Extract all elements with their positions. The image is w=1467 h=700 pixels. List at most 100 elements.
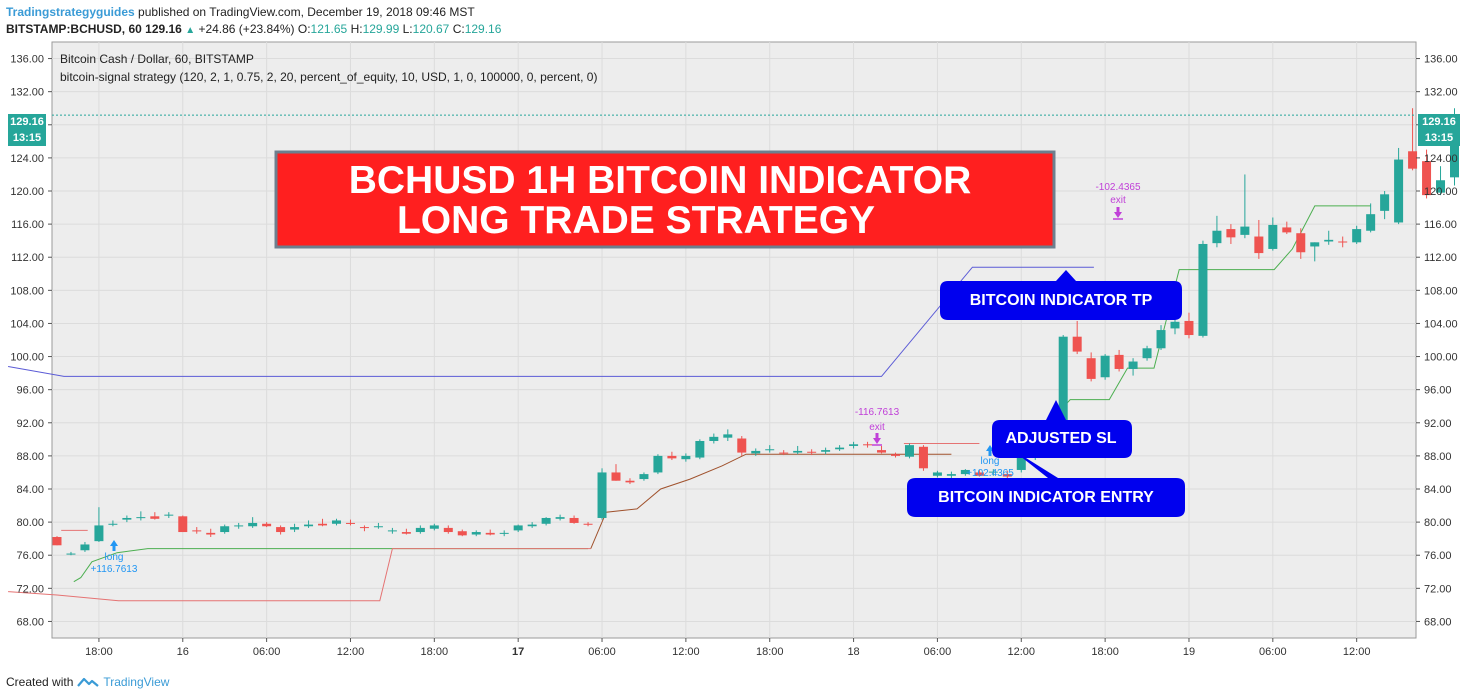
symbol-label: BITSTAMP:BCHUSD, 60 xyxy=(6,22,142,36)
signal-value: +102.4365 xyxy=(966,468,1014,479)
candle-body xyxy=(1170,321,1180,329)
x-tick-label: 06:00 xyxy=(253,646,281,658)
publisher-name[interactable]: Tradingstrategyguides xyxy=(6,5,135,19)
x-tick-label: 17 xyxy=(512,646,524,658)
price-axis-right[interactable]: 68.00 72.00 76.00 80.00 84.00 88.00 92.00 96.00… xyxy=(1416,54,1458,629)
change-label: +24.86 (+23.84%) xyxy=(198,22,295,36)
candle-body xyxy=(234,525,244,527)
signal-long-2: long +102.4365 xyxy=(966,445,1014,479)
time-axis[interactable]: 18:00 16 06:00 12:00 18:00 17 06:00 12:00 18:00 1… xyxy=(85,638,1370,658)
y-tick-label: 80.00 xyxy=(1424,517,1452,529)
callout-entry-text: BITCOIN INDICATOR ENTRY xyxy=(938,489,1154,506)
candle-body xyxy=(639,474,649,480)
chart-header: Tradingstrategyguides published on Tradi… xyxy=(6,4,501,39)
strategy-legend[interactable]: bitcoin-signal strategy (120, 2, 1, 0.75… xyxy=(60,70,597,84)
candle-body xyxy=(569,517,579,523)
tradingview-brand[interactable]: TradingView xyxy=(103,675,170,689)
signal-label: -116.7613 xyxy=(855,407,900,418)
high-label: H: xyxy=(350,22,363,36)
candle-body xyxy=(94,525,104,542)
x-tick-label: 12:00 xyxy=(672,646,700,658)
candle-body xyxy=(513,525,523,531)
price-chart[interactable]: 68.00 72.00 76.00 80.00 84.00 88.00 92.00 96.00… xyxy=(0,0,1467,670)
y-tick-label: 108.00 xyxy=(1424,285,1458,297)
time-badge-text: 13:15 xyxy=(13,132,41,144)
candle-body xyxy=(66,553,76,555)
candle-body xyxy=(290,527,300,530)
last-price-badge-left: 129.16 13:15 xyxy=(8,114,46,146)
y-tick-label: 92.00 xyxy=(16,418,44,430)
candle-body xyxy=(541,517,551,524)
candle-body xyxy=(1184,320,1194,336)
price-axis-left[interactable]: 68.00 72.00 76.00 80.00 84.00 88.00 92.00 96.00… xyxy=(10,54,52,629)
y-tick-label: 72.00 xyxy=(16,583,44,595)
candle-body xyxy=(1226,229,1236,238)
callout-sl-text: ADJUSTED SL xyxy=(1005,430,1116,447)
candle-body xyxy=(220,526,230,533)
candle-body xyxy=(974,472,984,476)
published-text: published on TradingView.com, December 1… xyxy=(138,5,475,19)
candle-body xyxy=(345,522,355,524)
candle-body xyxy=(695,440,705,458)
low-value: 120.67 xyxy=(412,22,450,36)
signal-exit-text: exit xyxy=(1110,195,1126,206)
y-tick-label: 112.00 xyxy=(1424,252,1457,264)
x-tick-label: 18:00 xyxy=(85,646,113,658)
last-price-label: 129.16 xyxy=(145,22,182,36)
candle-body xyxy=(1002,474,1012,477)
candle-body xyxy=(373,526,383,528)
candle-body xyxy=(821,450,831,452)
candle-body xyxy=(1016,455,1026,470)
candle-body xyxy=(108,523,118,525)
candle-body xyxy=(192,530,202,532)
x-tick-label: 12:00 xyxy=(1343,646,1371,658)
callout-tp-text: BITCOIN INDICATOR TP xyxy=(970,292,1153,309)
y-tick-label: 120.00 xyxy=(1424,186,1458,198)
signal-label: long xyxy=(105,552,124,563)
candle-body xyxy=(206,532,216,535)
candle-body xyxy=(52,537,62,546)
candle-body xyxy=(359,527,369,529)
candle-body xyxy=(304,524,314,527)
candle-body xyxy=(136,517,146,519)
candle-body xyxy=(276,527,286,533)
signal-exit-text: exit xyxy=(869,422,885,433)
signal-label: long xyxy=(981,456,1000,467)
y-tick-label: 124.00 xyxy=(1424,153,1458,165)
price-badge-text-right: 129.16 xyxy=(1422,116,1456,128)
callout-entry: BITCOIN INDICATOR ENTRY xyxy=(907,448,1185,517)
candle-body xyxy=(723,434,733,438)
y-tick-label: 112.00 xyxy=(11,252,44,264)
callout-sl: ADJUSTED SL xyxy=(992,400,1132,458)
candle-body xyxy=(1324,239,1334,242)
exit-arrow-icon xyxy=(873,433,881,444)
y-tick-label: 68.00 xyxy=(1424,616,1452,628)
candle-body xyxy=(611,472,621,481)
candle-body xyxy=(387,530,397,532)
candle-body xyxy=(1072,336,1082,352)
candle-body xyxy=(835,447,845,450)
open-label: O: xyxy=(297,22,311,36)
low-label: L: xyxy=(402,22,413,36)
candle-body xyxy=(1450,115,1459,178)
y-tick-label: 116.00 xyxy=(11,219,44,231)
candle-body xyxy=(583,523,593,525)
chart-legend-title: Bitcoin Cash / Dollar, 60, BITSTAMP xyxy=(60,52,254,66)
candle-body xyxy=(765,449,775,451)
candle-body xyxy=(653,455,663,473)
candle-body xyxy=(1212,230,1222,244)
y-tick-label: 76.00 xyxy=(16,550,44,562)
candle-body xyxy=(1394,159,1404,223)
candle-body xyxy=(429,525,439,529)
title-banner: BCHUSD 1H BITCOIN INDICATOR LONG TRADE S… xyxy=(274,150,1056,249)
y-tick-label: 96.00 xyxy=(1424,385,1452,397)
y-tick-label: 92.00 xyxy=(1424,418,1452,430)
candle-body xyxy=(737,438,747,453)
candle-body xyxy=(401,532,411,534)
candle-body xyxy=(667,455,677,459)
signal-exit-2: -102.4365 exit xyxy=(1095,182,1141,220)
exit-arrow-icon xyxy=(1114,207,1122,218)
candle-body xyxy=(1408,151,1418,169)
candle-body xyxy=(1422,161,1432,196)
y-tick-label: 132.00 xyxy=(1424,87,1458,99)
